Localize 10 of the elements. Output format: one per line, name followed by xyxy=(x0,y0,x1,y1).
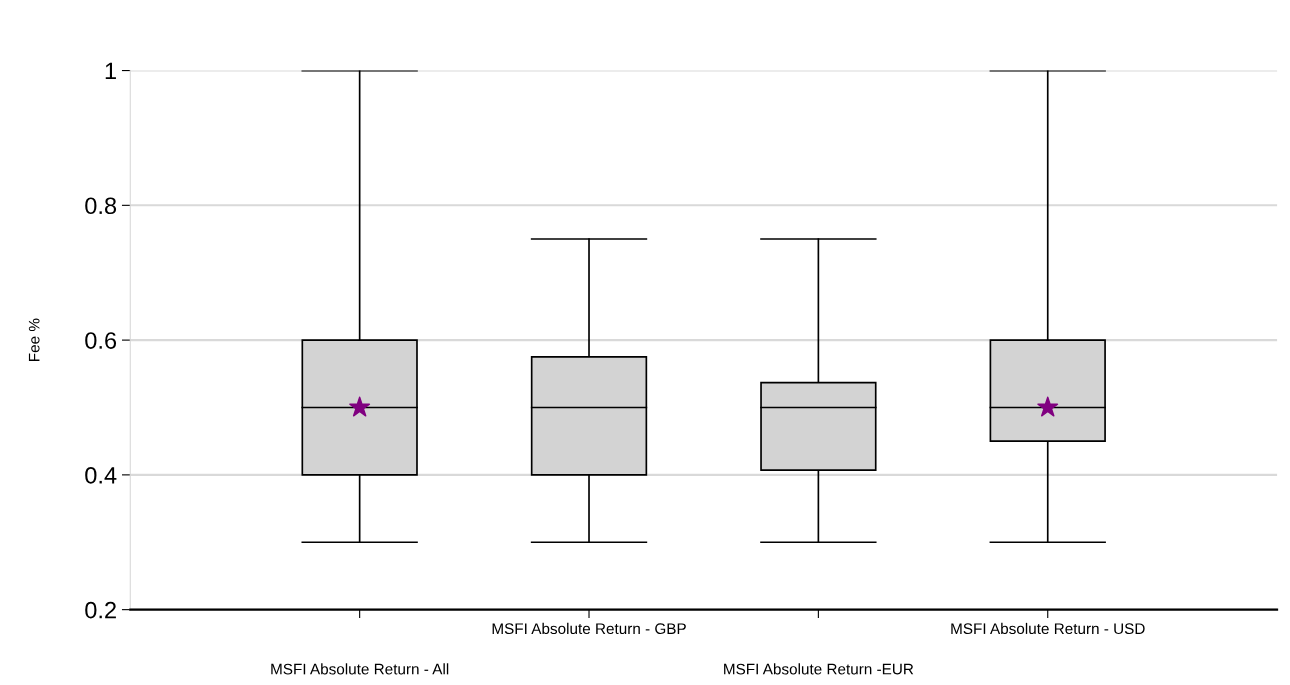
y-tick-label: 0.6 xyxy=(85,332,117,349)
y-tick-label: 0.2 xyxy=(85,601,116,619)
y-tick-label: 1 xyxy=(105,62,116,80)
x-tick-label: MSFI Absolute Return -EUR xyxy=(724,663,914,675)
x-tick-label: MSFI Absolute Return - GBP xyxy=(492,622,686,635)
y-tick-label: 0.4 xyxy=(85,466,117,484)
y-axis-title: Fee % xyxy=(28,318,40,361)
x-tick-label: MSFI Absolute Return - All xyxy=(271,663,449,675)
y-tick-label: 0.8 xyxy=(85,197,117,215)
x-tick-label: MSFI Absolute Return - USD xyxy=(951,622,1145,635)
